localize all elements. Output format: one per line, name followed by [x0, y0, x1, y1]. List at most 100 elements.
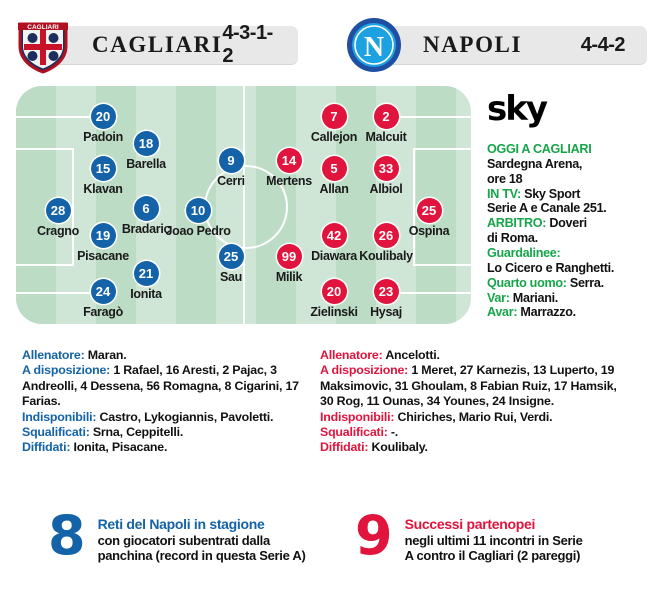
player-name: Zielinski	[310, 305, 358, 319]
player-number: 10	[185, 198, 211, 223]
player-number: 15	[90, 156, 116, 181]
pitch-area: 28 Cragno 20 Padoin 15 Klavan 19 Pisacane 24 Fara…	[16, 86, 471, 324]
info-line: ARBITRO: Doveri	[487, 216, 659, 231]
stat-number: 9	[355, 504, 393, 567]
stats-row: 8 Reti del Napoli in stagione con giocat…	[0, 504, 663, 592]
player-number: 21	[133, 261, 159, 286]
svg-text:N: N	[364, 32, 384, 63]
away-name-bar: NAPOLI 4-4-2	[377, 26, 647, 64]
player-number: 19	[90, 223, 116, 248]
svg-text:CAGLIARI: CAGLIARI	[27, 24, 59, 31]
match-info-panel: sky OGGI A CAGLIARI Sardegna Arena, ore 18…	[487, 92, 659, 320]
player-marker[interactable]: 33 Albiol	[347, 156, 425, 196]
player-marker[interactable]: 21 Ionita	[107, 261, 185, 301]
player-marker[interactable]: 14 Mertens	[250, 148, 328, 188]
stat-title: Successi partenopei	[404, 516, 536, 532]
home-squad-notes: Allenatore: Maran. A disposizione: 1 Raf…	[22, 348, 314, 456]
player-marker[interactable]: 18 Barella	[107, 131, 185, 171]
player-marker[interactable]: 25 Sau	[192, 244, 270, 284]
player-number: 18	[133, 131, 159, 156]
player-number: 20	[90, 104, 116, 129]
player-marker[interactable]: 19 Pisacane	[64, 223, 142, 263]
info-line-value: Sardegna Arena,	[487, 156, 583, 171]
info-line: Guardalinee:	[487, 246, 659, 261]
info-line-label: Quarto uomo:	[487, 275, 567, 290]
header: CAGLIARI CAGLIARI 4-3-1-2 N NAPOLI 4-4-2	[0, 0, 663, 88]
player-number: 42	[321, 223, 347, 248]
away-squad-notes: Allenatore: Ancelotti. A disposizione: 1…	[320, 348, 620, 456]
info-line-value: Sky Sport	[520, 186, 581, 201]
player-marker[interactable]: 26 Koulibaly	[347, 223, 425, 263]
player-marker[interactable]: 7 Callejon	[295, 104, 373, 144]
player-marker[interactable]: 25 Ospina	[390, 198, 468, 238]
player-marker[interactable]: 23 Hysaj	[347, 279, 425, 319]
player-name: Cragno	[37, 224, 79, 238]
info-line-label: IN TV:	[487, 186, 521, 201]
player-marker[interactable]: 5 Allan	[295, 156, 373, 196]
player-name: Diawara	[311, 249, 357, 263]
info-line-value: Marrazzo.	[517, 305, 576, 320]
home-suspended: Squalificati: Srna, Ceppitelli.	[22, 424, 184, 439]
info-line: Lo Cicero e Ranghetti.	[487, 261, 659, 276]
player-name: Mertens	[266, 174, 312, 188]
home-bench: A disposizione: 1 Rafael, 16 Aresti, 2 P…	[22, 363, 299, 409]
player-marker[interactable]: 24 Faragò	[64, 279, 142, 319]
player-marker[interactable]: 9 Cerri	[192, 148, 270, 188]
player-marker[interactable]: 20 Padoin	[64, 104, 142, 144]
upper-line-right	[393, 116, 471, 118]
info-line: Serie A e Canale 251.	[487, 201, 659, 216]
player-name: Allan	[319, 182, 349, 196]
napoli-crest-icon: N	[347, 18, 401, 72]
info-line-label: Guardalinee:	[487, 246, 561, 261]
info-line-value: ore 18	[487, 171, 523, 186]
info-line: ore 18	[487, 172, 659, 187]
info-line-label: Avar:	[487, 305, 518, 320]
player-name: Koulibaly	[359, 249, 413, 263]
player-name: Hysaj	[370, 305, 402, 319]
info-line-value: Lo Cicero e Ranghetti.	[487, 260, 615, 275]
home-team-name: CAGLIARI	[92, 32, 223, 57]
away-formation: 4-4-2	[580, 33, 626, 56]
info-line-value: Doveri	[546, 216, 587, 231]
player-name: Malcuit	[365, 130, 407, 144]
info-line: Var: Mariani.	[487, 291, 659, 306]
player-marker[interactable]: 2 Malcuit	[347, 104, 425, 144]
player-name: Pisacane	[77, 249, 129, 263]
player-number: 14	[276, 148, 302, 173]
stat-item: 9 Successi partenopei negli ultimi 11 in…	[355, 504, 583, 567]
home-unavailable: Indisponibili: Castro, Lykogiannis, Pavo…	[22, 409, 274, 424]
player-number: 2	[373, 104, 399, 129]
away-booked: Diffidati: Koulibaly.	[320, 440, 428, 455]
player-marker[interactable]: 15 Klavan	[64, 156, 142, 196]
pitch-markings	[16, 86, 471, 324]
lower-line-left	[16, 292, 94, 294]
away-bench: A disposizione: 1 Meret, 27 Karnezis, 13…	[320, 363, 617, 409]
player-number: 7	[321, 104, 347, 129]
player-number: 99	[276, 244, 302, 269]
player-number: 20	[321, 279, 347, 304]
player-name: Milik	[275, 270, 303, 284]
player-name: Ospina	[408, 224, 450, 238]
home-coach: Allenatore: Maran.	[22, 348, 127, 362]
player-number: 33	[373, 156, 399, 181]
player-marker[interactable]: 10 Joao Pedro	[159, 198, 237, 238]
player-number: 25	[416, 198, 442, 223]
away-suspended: Squalificati: -.	[320, 424, 399, 439]
info-line-value: Serie A e Canale 251.	[487, 201, 607, 216]
player-marker[interactable]: 28 Cragno	[19, 198, 97, 238]
player-marker[interactable]: 99 Milik	[250, 244, 328, 284]
lower-line-right	[393, 292, 471, 294]
player-number: 24	[90, 279, 116, 304]
player-name: Ionita	[130, 287, 162, 301]
player-marker[interactable]: 20 Zielinski	[295, 279, 373, 319]
player-name: Cerri	[217, 174, 245, 188]
player-marker[interactable]: 6 Bradaric	[107, 196, 185, 236]
player-marker[interactable]: 42 Diawara	[295, 223, 373, 263]
penalty-box-right	[413, 148, 471, 266]
upper-line-left	[16, 116, 94, 118]
info-line: Sardegna Arena,	[487, 157, 659, 172]
info-line: Quarto uomo: Serra.	[487, 276, 659, 291]
info-line: IN TV: Sky Sport	[487, 187, 659, 202]
info-line: Avar: Marrazzo.	[487, 305, 659, 320]
info-line-label: OGGI A CAGLIARI	[487, 142, 592, 156]
